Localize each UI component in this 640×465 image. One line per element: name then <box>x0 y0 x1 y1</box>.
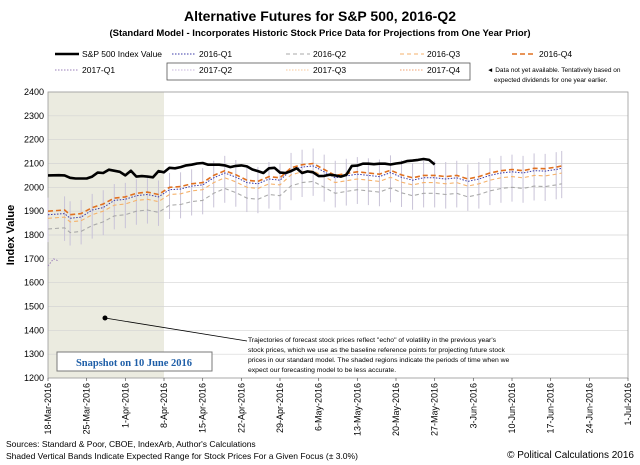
series-line-2016-q4 <box>47 162 562 216</box>
legend-label: 2016-Q3 <box>427 49 460 59</box>
x-tick-label: 1-Apr-2016 <box>120 383 130 428</box>
legend-note-line-1: ◄ Data not yet available. Tentatively ba… <box>487 67 621 74</box>
x-tick-label: 18-Mar-2016 <box>43 383 53 435</box>
annotation-dot <box>102 315 108 321</box>
x-tick-label: 20-May-2016 <box>391 383 401 436</box>
annotation-line-2: stock prices, which we use as the baseli… <box>248 347 506 354</box>
chart-subtitle: (Standard Model - Incorporates Historic … <box>109 28 530 39</box>
footer-sources: Sources: Standard & Poor, CBOE, IndexArb… <box>6 439 256 449</box>
legend-note: ◄ Data not yet available. Tentatively ba… <box>487 67 621 84</box>
y-tick-label: 2400 <box>24 87 44 97</box>
series-line-2016-q2 <box>47 180 562 234</box>
annotation-leader <box>104 317 248 342</box>
annotation-line-3: prices in our standard model. The shaded… <box>248 357 510 364</box>
legend-label: 2016-Q1 <box>199 49 232 59</box>
annotation: Trajectories of forecast stock prices re… <box>102 315 510 374</box>
x-tick-label: 10-Jun-2016 <box>507 383 517 434</box>
legend-label: 2017-Q1 <box>82 65 115 75</box>
annotation-line-1: Trajectories of forecast stock prices re… <box>248 337 497 344</box>
series-line-s-p-500-index-value <box>47 157 436 180</box>
x-tick-label: 25-Mar-2016 <box>82 383 92 435</box>
legend-label: S&P 500 Index Value <box>82 49 162 59</box>
x-tick-label: 24-Jun-2016 <box>584 383 594 434</box>
x-tick-label: 8-Apr-2016 <box>159 383 169 428</box>
y-axis-title: Index Value <box>5 205 17 266</box>
snapshot-label: Snapshot on 10 June 2016 <box>76 358 192 369</box>
y-tick-label: 1700 <box>24 254 44 264</box>
plot-area: 1200 1300 1400 1500 1600 1700 1800 1900 2000 2100… <box>24 87 633 436</box>
y-tick-label: 2200 <box>24 135 44 145</box>
x-tick-label: 27-May-2016 <box>430 383 440 436</box>
y-tick-label: 1600 <box>24 278 44 288</box>
legend-label: 2016-Q2 <box>313 49 346 59</box>
y-tick-label: 2300 <box>24 111 44 121</box>
y-tick-label: 2000 <box>24 182 44 192</box>
y-tick-label: 1500 <box>24 302 44 312</box>
y-tick-label: 1200 <box>24 373 44 383</box>
x-tick-label: 15-Apr-2016 <box>198 383 208 433</box>
footer-bands: Shaded Vertical Bands Indicate Expected … <box>6 451 358 461</box>
series-line-2016-q1 <box>47 165 562 219</box>
copyright: © Political Calculations 2016 <box>507 450 634 461</box>
x-tick-label: 17-Jun-2016 <box>546 383 556 434</box>
legend-label: 2017-Q3 <box>313 65 346 75</box>
x-tick-label: 6-May-2016 <box>314 383 324 431</box>
y-tick-label: 1900 <box>24 206 44 216</box>
x-tick-label: 3-Jun-2016 <box>468 383 478 429</box>
x-tick-label: 22-Apr-2016 <box>236 383 246 433</box>
x-tick-label: 1-Jul-2016 <box>623 383 633 426</box>
legend-label: 2017-Q4 <box>427 65 460 75</box>
y-tick-label: 1400 <box>24 325 44 335</box>
legend: S&P 500 Index Value 2016-Q1 2016-Q2 2016-Q3… <box>55 49 572 75</box>
chart-title: Alternative Futures for S&P 500, 2016-Q2 <box>184 8 456 24</box>
x-tick-label: 13-May-2016 <box>352 383 362 436</box>
legend-note-line-2: expected dividends for one year earlier. <box>494 77 608 84</box>
y-tick-label: 1800 <box>24 230 44 240</box>
legend-label: 2016-Q4 <box>539 49 572 59</box>
annotation-line-4: expect our forecasting model to be less … <box>248 367 396 374</box>
snapshot-box <box>56 351 213 372</box>
series-line-2016-q3 <box>47 170 562 223</box>
legend-label: 2017-Q2 <box>199 65 232 75</box>
y-tick-label: 2100 <box>24 159 44 169</box>
x-tick-label: 29-Apr-2016 <box>275 383 285 433</box>
series-line-2017-q1 <box>47 258 60 267</box>
y-tick-label: 1300 <box>24 349 44 359</box>
legend-box-2017 <box>166 62 471 81</box>
